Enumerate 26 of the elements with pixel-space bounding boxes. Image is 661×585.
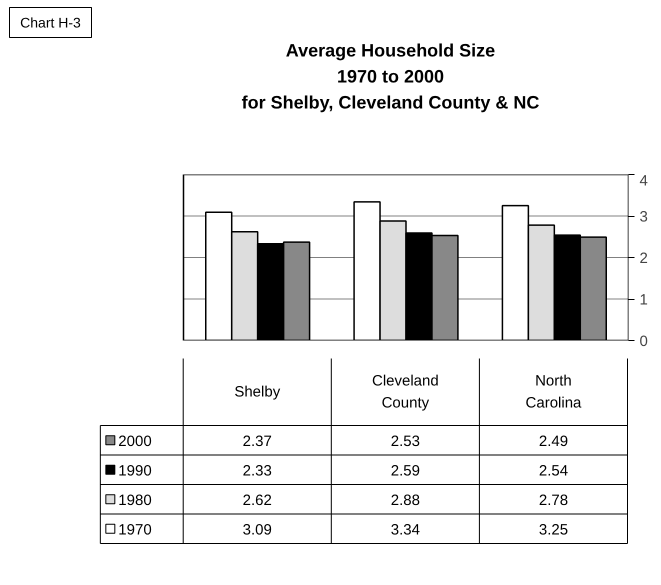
legend-label: 2000 bbox=[118, 432, 152, 450]
data-label: 3.34 bbox=[390, 521, 420, 538]
data-label: 2.54 bbox=[538, 462, 568, 480]
data-label: 2.59 bbox=[390, 462, 420, 480]
y-tick-label: 3 bbox=[640, 208, 648, 226]
y-tick-label: 2 bbox=[640, 250, 648, 267]
data-label: 2.62 bbox=[242, 492, 272, 509]
text: Chart H-3 bbox=[20, 14, 82, 30]
y-tick-label: 1 bbox=[640, 292, 648, 308]
x-tick-label: North Carolina bbox=[526, 372, 582, 412]
x-tick-label: Shelby bbox=[234, 384, 281, 400]
legend-label: 1990 bbox=[118, 462, 152, 480]
chart-title: Average Household Size 1970 to 2000 for Shelby, Cleveland County & NC bbox=[242, 40, 540, 112]
data-label: 2.33 bbox=[242, 462, 272, 480]
data-label: 3.09 bbox=[242, 521, 272, 538]
data-label: 3.25 bbox=[538, 521, 568, 538]
y-tick-label: 4 bbox=[640, 172, 648, 190]
data-label: 2.49 bbox=[538, 432, 568, 450]
y-tick-label: 0 bbox=[640, 333, 648, 350]
legend-label: 1970 bbox=[118, 521, 152, 538]
data-label: 2.37 bbox=[242, 432, 272, 450]
x-tick-label: Cleveland County bbox=[372, 372, 439, 412]
data-label: 2.53 bbox=[390, 432, 420, 450]
data-label: 2.78 bbox=[538, 492, 568, 509]
data-label: 2.88 bbox=[390, 492, 420, 509]
legend-label: 1980 bbox=[118, 492, 152, 509]
